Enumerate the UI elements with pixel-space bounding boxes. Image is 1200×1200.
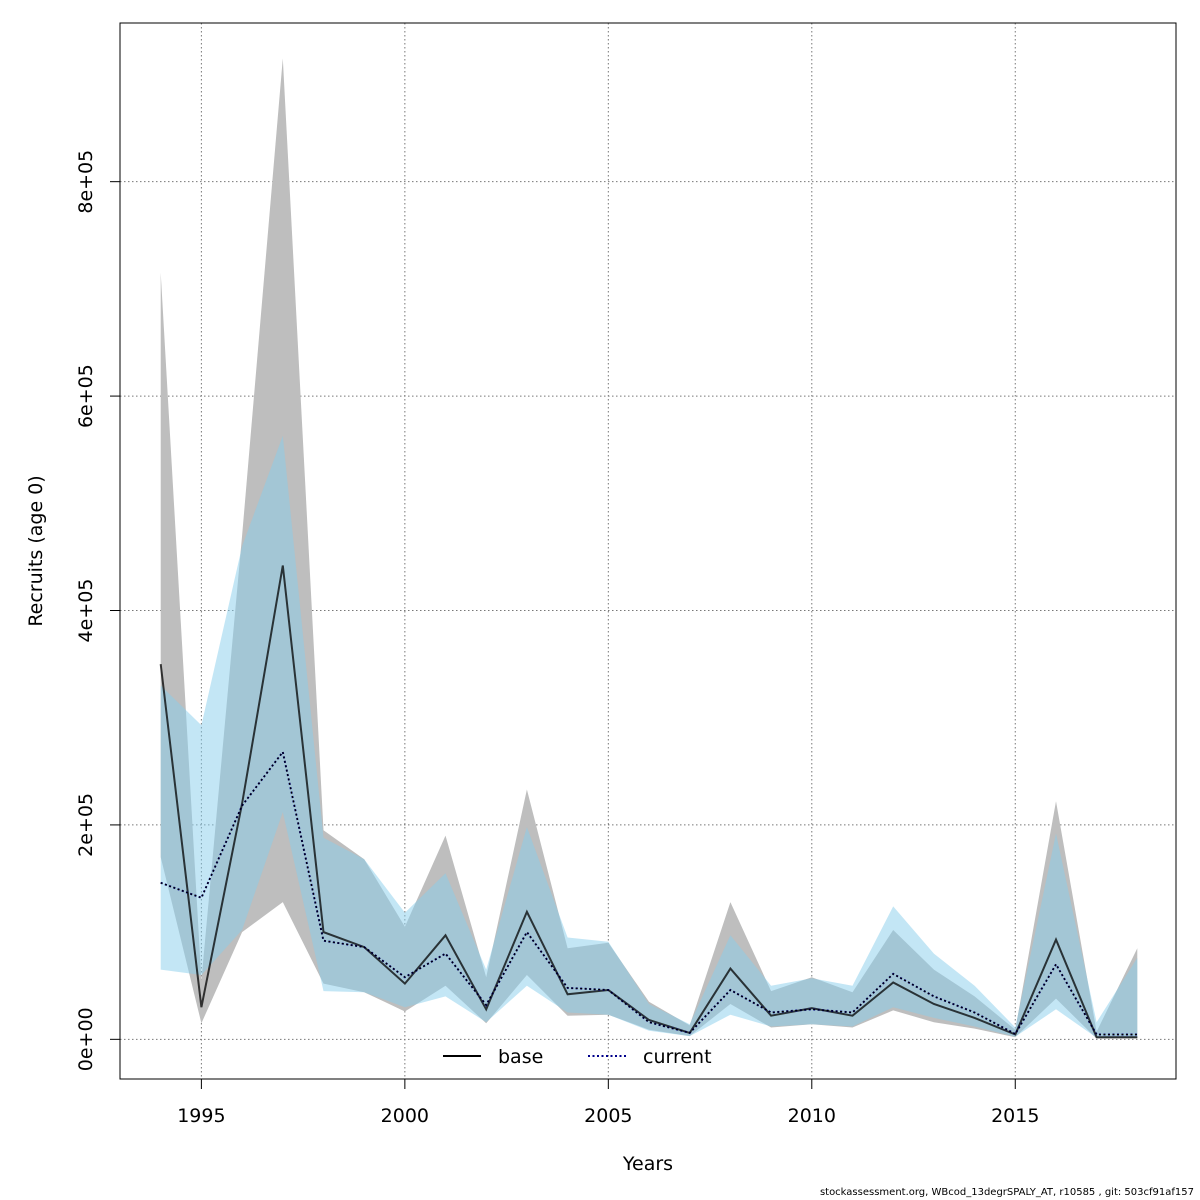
x-tick-label-1995: 1995: [177, 1105, 225, 1127]
x-axis-title: Years: [622, 1153, 673, 1175]
plot-frame: [119, 22, 1177, 1080]
y-tick-label-0e+00: 0e+00: [75, 1007, 97, 1071]
legend-base-label: base: [498, 1046, 543, 1068]
y-tick-label-6e+05: 6e+05: [75, 364, 97, 428]
x-tick-label-2000: 2000: [381, 1105, 429, 1127]
y-axis-title: Recruits (age 0): [25, 475, 47, 626]
legend: base current: [443, 1046, 712, 1068]
x-tick-label-2010: 2010: [788, 1105, 836, 1127]
y-tick-label-8e+05: 8e+05: [75, 150, 97, 214]
y-tick-label-2e+05: 2e+05: [75, 793, 97, 857]
confidence-bands: [160, 58, 1138, 1039]
footnote: stockassessment.org, WBcod_13degrSPALY_A…: [819, 1187, 1194, 1198]
y-axis: 0e+00 2e+05 4e+05 6e+05 8e+05: [75, 150, 120, 1071]
y-tick-label-4e+05: 4e+05: [75, 579, 97, 643]
x-tick-label-2015: 2015: [991, 1105, 1039, 1127]
series-lines: [159, 565, 1138, 1039]
legend-current-label: current: [643, 1046, 712, 1068]
x-tick-label-2005: 2005: [584, 1105, 632, 1127]
base-series-line: [159, 565, 1138, 1039]
x-axis: 1995 2000 2005 2010 2015: [177, 1079, 1039, 1127]
current-series-line-overlay: [160, 750, 1138, 1036]
